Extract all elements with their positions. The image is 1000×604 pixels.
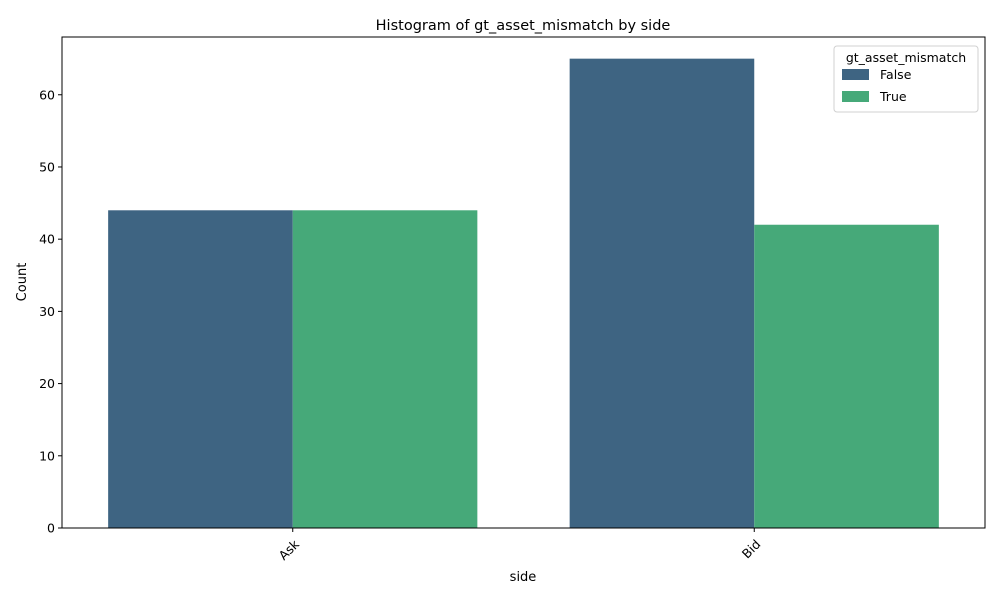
y-tick-label: 50 (39, 159, 55, 174)
legend-label-true: True (879, 89, 907, 104)
y-tick-label: 30 (39, 304, 55, 319)
legend-box (833, 45, 979, 113)
x-axis: Ask Bid (276, 528, 764, 563)
y-axis-label: Count (15, 263, 30, 302)
x-tick-label-ask: Ask (276, 536, 303, 563)
y-axis: 0 10 20 30 40 50 60 (39, 87, 62, 536)
bars-group (108, 58, 939, 529)
chart-title: Histogram of gt_asset_mismatch by side (376, 18, 671, 34)
y-tick-label: 60 (39, 87, 55, 102)
bar-ask-false (108, 210, 293, 529)
y-tick-label: 20 (39, 376, 55, 391)
x-tick-label-bid: Bid (739, 537, 764, 562)
plot-frame (61, 36, 986, 529)
legend: gt_asset_mismatch False True (833, 45, 979, 113)
y-tick-label: 40 (39, 232, 55, 247)
legend-swatch-false (842, 69, 869, 80)
bar-bid-false (569, 58, 755, 528)
x-axis-label: side (510, 570, 537, 585)
legend-swatch-true (842, 91, 869, 102)
legend-title: gt_asset_mismatch (846, 50, 966, 65)
legend-items: False True (842, 67, 912, 104)
y-tick-label: 0 (47, 521, 55, 536)
bar-ask-true (292, 210, 478, 529)
bar-bid-true (754, 224, 939, 529)
legend-label-false: False (880, 67, 912, 82)
y-tick-label: 10 (39, 448, 55, 463)
